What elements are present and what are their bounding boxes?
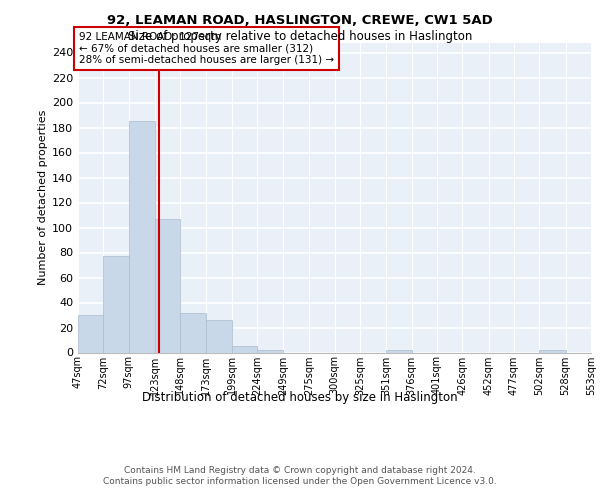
Text: Contains public sector information licensed under the Open Government Licence v3: Contains public sector information licen… bbox=[103, 477, 497, 486]
Text: Contains HM Land Registry data © Crown copyright and database right 2024.: Contains HM Land Registry data © Crown c… bbox=[124, 466, 476, 475]
Bar bbox=[386, 350, 412, 352]
Bar bbox=[128, 121, 155, 352]
Text: Distribution of detached houses by size in Haslington: Distribution of detached houses by size … bbox=[142, 391, 458, 404]
Bar bbox=[78, 315, 103, 352]
Text: 92, LEAMAN ROAD, HASLINGTON, CREWE, CW1 5AD: 92, LEAMAN ROAD, HASLINGTON, CREWE, CW1 … bbox=[107, 14, 493, 27]
Bar bbox=[103, 256, 128, 352]
Text: Size of property relative to detached houses in Haslington: Size of property relative to detached ho… bbox=[128, 30, 472, 43]
Bar bbox=[181, 312, 206, 352]
Bar bbox=[232, 346, 257, 352]
Bar bbox=[206, 320, 232, 352]
Bar bbox=[539, 350, 566, 352]
Y-axis label: Number of detached properties: Number of detached properties bbox=[38, 110, 48, 285]
Bar bbox=[257, 350, 283, 352]
Text: 92 LEAMAN ROAD: 127sqm
← 67% of detached houses are smaller (312)
28% of semi-de: 92 LEAMAN ROAD: 127sqm ← 67% of detached… bbox=[79, 32, 334, 65]
Bar bbox=[155, 219, 181, 352]
